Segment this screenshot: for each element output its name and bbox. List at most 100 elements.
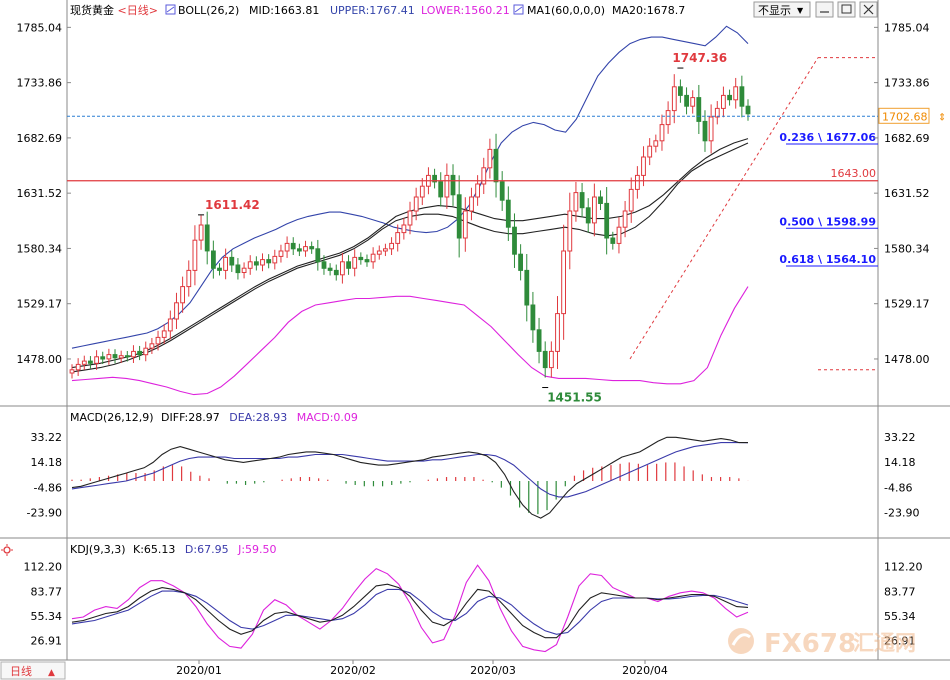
candle-body <box>573 192 579 212</box>
kdj-tick-left: 83.77 <box>31 585 63 598</box>
candle-body <box>284 242 290 252</box>
price-tick-right: 1478.00 <box>884 353 930 366</box>
candle-body <box>241 267 247 274</box>
maximize-button[interactable] <box>837 1 856 18</box>
fib-level-label: 0.500 \ 1598.99 <box>779 215 876 228</box>
price-tick-left: 1478.00 <box>17 353 63 366</box>
candle-body <box>297 248 302 252</box>
candle-body <box>81 360 87 365</box>
time-tick-label: 2020/03 <box>470 664 516 677</box>
candle-body <box>131 350 136 358</box>
settings-icon[interactable] <box>1 544 13 556</box>
macd-panel: 33.22 33.22 14.18 14.18 -4.86 -4.86 -23.90 -23.… <box>27 431 920 520</box>
candle-body <box>505 199 511 228</box>
candle-body <box>204 224 210 252</box>
boll-upper: UPPER:1767.41 <box>330 4 415 17</box>
fx678-watermark: FX678 汇通网 <box>728 628 916 659</box>
price-tick-right: 1580.34 <box>884 242 930 255</box>
main-price-ticks: 1785.04 1785.04 1733.86 1733.86 1682.69 1682.… <box>17 21 930 366</box>
candle-body <box>180 286 185 304</box>
candle-body <box>75 363 81 371</box>
period-tab[interactable]: 日线 ▲ <box>0 661 66 680</box>
price-tick-left: 1529.17 <box>17 298 63 311</box>
minimize-button[interactable] <box>815 1 834 18</box>
price-annotation: 1451.55 <box>547 391 602 405</box>
kdj-tick-left: 112.20 <box>24 561 63 574</box>
macd-tick-left: 33.22 <box>31 431 63 444</box>
candle-body <box>622 210 628 228</box>
candle-body <box>696 97 702 122</box>
candle-body <box>333 269 339 276</box>
candle-body <box>124 355 130 358</box>
ma20-value: MA20:1678.7 <box>612 4 685 17</box>
boll-icon <box>165 4 176 15</box>
candle-body <box>247 261 253 269</box>
hide-indicator-button[interactable]: 不显示 ▼ <box>753 1 811 18</box>
header-bar: 现货黄金 <日线> <box>70 3 158 17</box>
candle-body <box>647 145 653 158</box>
candle-body <box>493 148 499 183</box>
price-tick-right: 1733.86 <box>884 77 930 90</box>
window-controls[interactable] <box>815 1 878 18</box>
candle-body <box>585 207 591 224</box>
price-tick-left: 1682.69 <box>17 132 63 145</box>
macd-title: MACD(26,12,9) <box>70 411 154 424</box>
kdj-title: KDJ(9,3,3) <box>70 543 126 556</box>
kdj-j: J:59.50 <box>237 543 276 556</box>
candle-body <box>112 354 118 359</box>
candle-body <box>616 226 622 244</box>
candle-body <box>721 94 726 109</box>
candle-body <box>702 120 708 142</box>
candle-body <box>714 107 720 118</box>
candle-body <box>315 248 321 263</box>
period-label[interactable]: <日线> <box>118 3 158 17</box>
candle-body <box>659 124 665 142</box>
candle-body <box>376 250 382 255</box>
candle-body <box>432 174 438 183</box>
hide-button-arrow: ▼ <box>797 6 804 15</box>
kdj-k: K:65.13 <box>133 543 175 556</box>
candle-body <box>186 269 192 288</box>
candle-body <box>143 347 149 356</box>
candle-body <box>567 210 573 252</box>
resistance-label: 1643.00 <box>831 167 877 180</box>
candle-body <box>303 246 308 252</box>
price-tick-left: 1631.52 <box>17 187 63 200</box>
period-tab-arrow: ▲ <box>48 668 55 678</box>
candle-body <box>137 350 142 356</box>
candle-body <box>235 264 241 274</box>
candle-body <box>592 196 597 224</box>
candle-body <box>561 250 567 315</box>
candle-body <box>665 110 671 126</box>
ma-icon <box>513 4 524 15</box>
candle-body <box>155 336 161 345</box>
price-tick-right: 1785.04 <box>884 21 930 34</box>
candle-body <box>383 248 388 252</box>
candle-body <box>272 255 278 264</box>
candle-body <box>346 261 352 269</box>
candle-body <box>364 259 370 263</box>
price-annotation: 1611.42 <box>205 198 260 212</box>
candle-body <box>444 174 450 198</box>
candle-body <box>401 224 407 234</box>
candle-body <box>635 174 640 190</box>
candle-body <box>708 116 714 142</box>
trend-channel-line <box>629 57 819 360</box>
hide-button-label: 不显示 <box>758 4 791 17</box>
macd-tick-right: -23.90 <box>884 507 919 520</box>
candle-body <box>327 267 333 271</box>
candle-body <box>438 181 444 198</box>
candle-body <box>407 210 413 226</box>
time-axis: 2020/01 2020/02 2020/03 2020/04 <box>176 660 668 677</box>
macd-header: MACD(26,12,9) DIFF:28.97 DEA:28.93 MACD:… <box>70 411 358 424</box>
candle-body <box>499 181 505 201</box>
macd-tick-right: -4.86 <box>884 481 912 494</box>
kdj-tick-left: 26.91 <box>31 634 63 647</box>
candle-body <box>579 192 585 209</box>
candle-body <box>530 304 536 331</box>
candle-body <box>358 256 364 261</box>
candle-body <box>518 253 524 271</box>
candle-body <box>266 259 272 264</box>
period-tab-label: 日线 <box>10 664 32 678</box>
